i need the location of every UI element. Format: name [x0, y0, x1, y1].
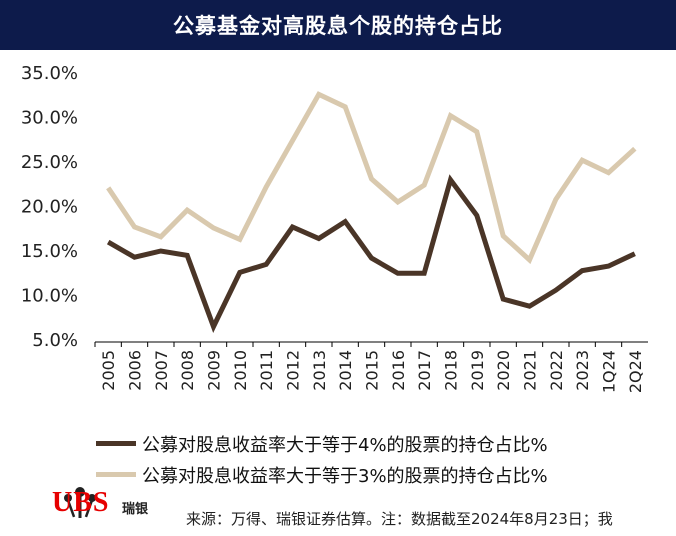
x-tick-label: 2008	[178, 350, 197, 391]
ubs-logo-cn: 瑞银	[122, 502, 149, 517]
x-tick-label: 2010	[231, 350, 250, 391]
x-tick-label: 2017	[415, 350, 434, 391]
x-tick-label: 2011	[257, 350, 276, 391]
source-note: 来源：万得、瑞银证券估算。注：数据截至2024年8月23日；我	[186, 510, 613, 528]
series-line-3pct	[106, 91, 637, 265]
legend-item-3pct: 公募对股息收益率大于等于3%的股票的持仓占比%	[96, 459, 548, 490]
y-tick-label: 30.0%	[21, 108, 78, 129]
x-tick-label: 2013	[310, 350, 329, 391]
x-tick-label: 2006	[126, 350, 145, 391]
ubs-keys-logo	[64, 487, 96, 518]
line-chart: 5.0%10.0%15.0%20.0%25.0%30.0%35.0% 2005 2…	[21, 63, 648, 393]
x-axis-ticks: 2005 2006 2007 2008 2009 2010 2011 2012 2013 2014…	[94, 342, 645, 393]
chart-title: 公募基金对高股息个股的持仓占比	[0, 0, 676, 50]
legend-label-3pct: 公募对股息收益率大于等于3%的股票的持仓占比%	[142, 465, 548, 487]
x-tick-label: 2018	[442, 350, 461, 391]
x-tick-label: 2021	[521, 350, 540, 391]
legend-swatch-3pct	[96, 472, 136, 477]
series-line-4pct	[106, 174, 636, 333]
x-tick-label: 2012	[284, 350, 303, 391]
x-tick-label: 2007	[152, 350, 171, 391]
y-axis-ticks: 5.0% 10.0% 15.0% 20.0% 25.0% 30.0% 35.0%	[21, 63, 78, 351]
x-tick-label: 1Q24	[600, 350, 619, 393]
x-tick-label: 2005	[99, 350, 118, 391]
y-tick-label: 25.0%	[21, 152, 78, 173]
x-tick-label: 2015	[363, 350, 382, 391]
series-group	[106, 91, 637, 333]
legend-item-4pct: 公募对股息收益率大于等于4%的股票的持仓占比%	[96, 428, 548, 459]
y-tick-label: 10.0%	[21, 286, 78, 307]
ubs-logo-text: UBS	[52, 487, 110, 518]
y-tick-label: 35.0%	[21, 63, 78, 84]
legend-label-4pct: 公募对股息收益率大于等于4%的股票的持仓占比%	[142, 434, 548, 456]
legend-swatch-4pct	[96, 441, 136, 446]
x-tick-label: 2Q24	[626, 350, 645, 393]
y-tick-label: 5.0%	[32, 330, 78, 351]
y-tick-label: 20.0%	[21, 197, 78, 218]
x-tick-label: 2020	[494, 350, 513, 391]
x-tick-label: 2009	[205, 350, 224, 391]
y-tick-label: 15.0%	[21, 241, 78, 262]
x-tick-label: 2016	[389, 350, 408, 391]
x-tick-label: 2019	[468, 350, 487, 391]
legend: 公募对股息收益率大于等于4%的股票的持仓占比% 公募对股息收益率大于等于3%的股…	[96, 428, 548, 490]
x-tick-label: 2023	[573, 350, 592, 391]
x-tick-label: 2022	[547, 350, 566, 391]
x-tick-label: 2014	[336, 350, 355, 391]
